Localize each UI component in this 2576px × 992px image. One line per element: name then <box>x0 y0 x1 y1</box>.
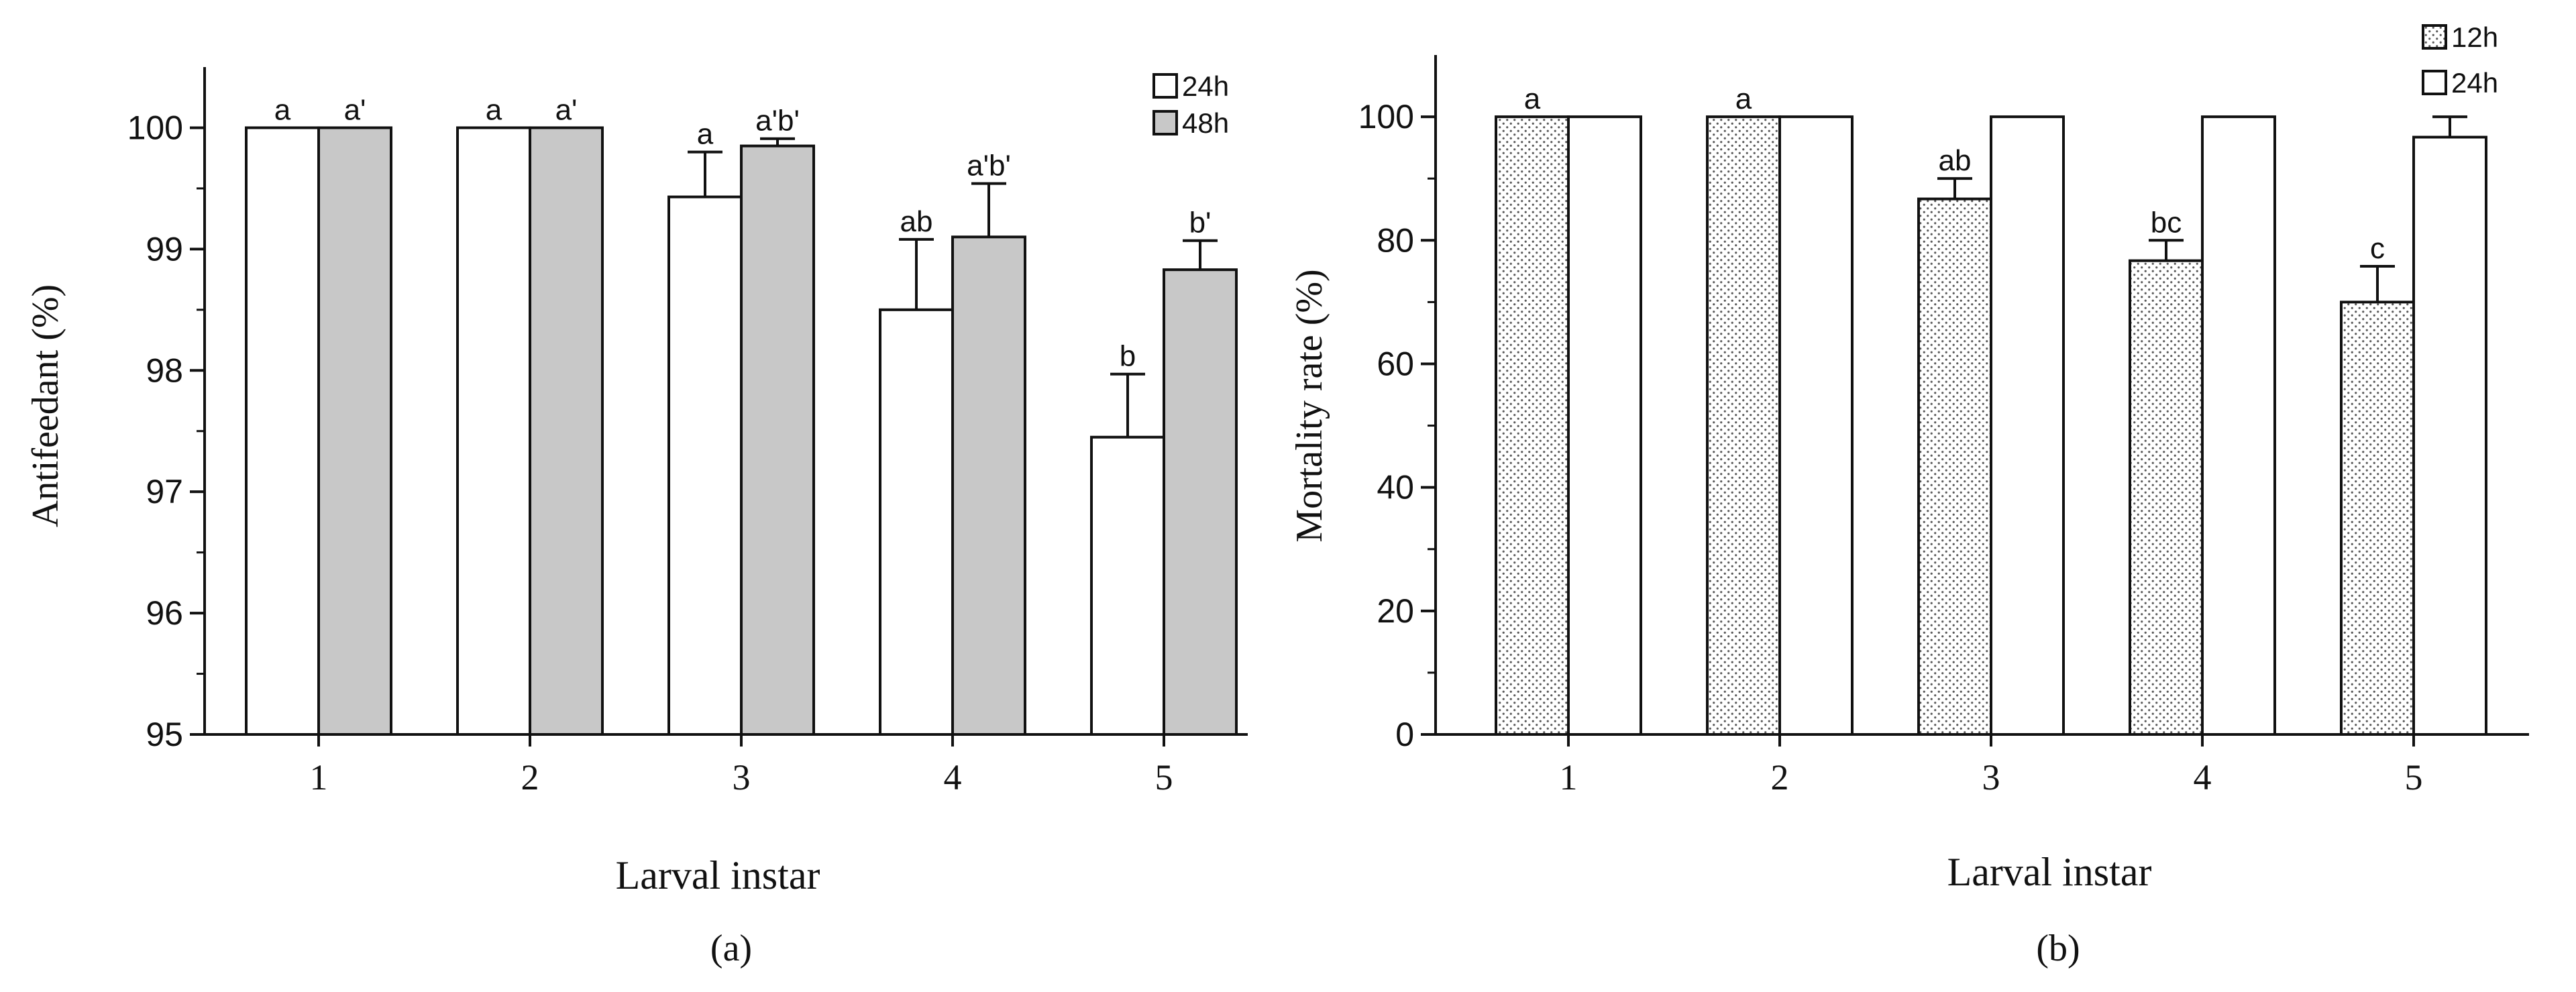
panel-a-bars: a a' a a' a a'b' ab a'b' b b' <box>245 93 1238 736</box>
sig-label-b-12h-instar-4: bc <box>2151 206 2182 239</box>
bar-b-24h-instar-3 <box>1990 115 2065 736</box>
bar-a-48h-instar-3 <box>740 144 815 736</box>
legend-b-swatch-24h <box>2422 70 2447 95</box>
panel-b-axes: 1 2 3 4 5 0 20 40 60 80 100 <box>1358 55 2529 797</box>
panel-b-label: (b) <box>2036 928 2080 969</box>
panel-b-bars: a a ab bc c <box>1495 82 2487 736</box>
x-tick-label-b-4: 4 <box>2194 757 2212 797</box>
y-tick-label-a-97: 97 <box>146 473 183 510</box>
bar-a-24h-instar-4 <box>879 308 954 736</box>
sig-label-a-48h-instar-1: a' <box>344 93 366 126</box>
panel-a-ylabel: Antifeedant (%) <box>25 284 66 527</box>
panel-a-axes: 1 2 3 4 5 95 96 97 98 99 100 <box>127 67 1248 797</box>
legend-b-swatch-12h <box>2422 24 2447 50</box>
legend-a-label-48h: 48h <box>1182 107 1229 139</box>
panel-b-legend: 12h 24h <box>2422 21 2498 99</box>
bar-b-12h-instar-2 <box>1706 115 1781 736</box>
y-tick-label-b-80: 80 <box>1377 221 1414 259</box>
x-tick-label-a-3: 3 <box>733 757 751 797</box>
bar-a-48h-instar-4 <box>951 235 1026 736</box>
bar-a-24h-instar-1 <box>245 126 320 736</box>
bar-a-24h-instar-2 <box>456 126 531 736</box>
bar-b-24h-instar-5 <box>2412 135 2487 736</box>
sig-label-b-12h-instar-1: a <box>1524 82 1541 115</box>
bar-b-24h-instar-1 <box>1567 115 1642 736</box>
bar-a-48h-instar-1 <box>317 126 392 736</box>
bar-a-24h-instar-5 <box>1090 435 1165 736</box>
sig-label-a-24h-instar-1: a <box>274 93 291 126</box>
legend-a-swatch-48h <box>1152 110 1178 135</box>
sig-label-a-48h-instar-4: a'b' <box>967 150 1011 182</box>
bar-a-48h-instar-2 <box>529 126 604 736</box>
chart-panel-b: a a ab bc c 1 2 3 4 5 0 20 40 60 80 100 Mortality rate… <box>1289 21 2529 969</box>
bar-a-24h-instar-3 <box>667 195 743 736</box>
panel-a-legend: 24h 48h <box>1152 70 1229 139</box>
x-tick-label-b-1: 1 <box>1560 757 1578 797</box>
sig-label-a-48h-instar-3: a'b' <box>755 105 800 137</box>
sig-label-b-12h-instar-2: a <box>1735 82 1752 115</box>
y-tick-label-a-99: 99 <box>146 230 183 268</box>
panel-b-ylabel: Mortality rate (%) <box>1289 269 1330 542</box>
x-tick-label-b-2: 2 <box>1771 757 1789 797</box>
y-tick-label-a-95: 95 <box>146 716 183 753</box>
y-tick-label-a-98: 98 <box>146 351 183 389</box>
bar-b-24h-instar-4 <box>2201 115 2276 736</box>
x-tick-label-b-5: 5 <box>2405 757 2423 797</box>
bar-b-24h-instar-2 <box>1778 115 1854 736</box>
bar-b-12h-instar-1 <box>1495 115 1570 736</box>
bar-a-48h-instar-5 <box>1163 268 1238 736</box>
bar-b-12h-instar-3 <box>1917 197 1992 736</box>
sig-label-a-24h-instar-4: ab <box>900 205 933 238</box>
x-tick-label-a-4: 4 <box>944 757 962 797</box>
legend-a-label-24h: 24h <box>1182 70 1229 102</box>
y-tick-label-b-40: 40 <box>1377 469 1414 506</box>
legend-b-label-12h: 12h <box>2451 21 2498 53</box>
chart-panel-a: a a' a a'a a'b'aba'b'bb' 1 2 3 4 59596979899100 … <box>25 67 1248 969</box>
panel-b-xlabel: Larval instar <box>1947 850 2152 894</box>
y-tick-label-a-100: 100 <box>127 109 183 146</box>
bar-b-12h-instar-5 <box>2340 300 2415 736</box>
sig-label-a-24h-instar-5: b <box>1120 340 1136 373</box>
y-tick-label-b-0: 0 <box>1395 716 1414 753</box>
y-tick-label-b-20: 20 <box>1377 592 1414 630</box>
sig-label-a-48h-instar-5: b' <box>1189 207 1212 239</box>
x-tick-label-a-1: 1 <box>310 757 328 797</box>
sig-label-b-12h-instar-3: ab <box>1939 144 1972 177</box>
sig-label-a-24h-instar-2: a <box>486 93 502 126</box>
x-tick-label-b-3: 3 <box>1982 757 2000 797</box>
legend-a-swatch-24h <box>1152 73 1178 99</box>
bar-b-12h-instar-4 <box>2129 259 2204 736</box>
y-tick-label-a-96: 96 <box>146 594 183 632</box>
sig-label-a-24h-instar-3: a <box>697 118 714 151</box>
x-tick-label-a-2: 2 <box>521 757 539 797</box>
panel-a-xlabel: Larval instar <box>616 853 820 897</box>
sig-label-b-12h-instar-5: c <box>2370 232 2385 265</box>
panel-a-label: (a) <box>710 928 752 969</box>
y-tick-label-b-60: 60 <box>1377 345 1414 382</box>
x-tick-label-a-5: 5 <box>1155 757 1173 797</box>
y-tick-label-b-100: 100 <box>1358 98 1414 135</box>
sig-label-a-48h-instar-2: a' <box>555 93 578 126</box>
legend-b-label-24h: 24h <box>2451 67 2498 99</box>
